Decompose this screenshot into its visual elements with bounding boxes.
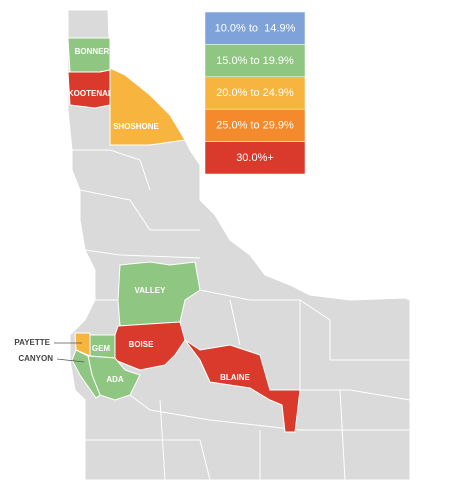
county-label: SHOSHONE [113,122,159,131]
county-label: GEM [92,344,111,353]
county [114,321,186,371]
county-label: KOOTENAI [68,89,110,98]
county-label: ADA [106,375,124,384]
county [184,339,301,433]
county [117,261,201,327]
county [109,67,186,146]
county [71,349,101,399]
county-label: VALLEY [135,286,167,295]
legend-swatch [204,108,306,142]
leader-line [56,358,85,363]
legend-swatch [204,76,306,110]
legend-label: 10.0% to 14.9% [215,22,296,34]
county-label: BOISE [129,340,155,349]
legend-swatch [204,141,306,175]
county-labels: BONNER KOOTENAI SHOSHONE VALLEY BOISE BLAINE G… [14,47,250,384]
legend-label: 30.0%+ [236,152,274,164]
legend: 10.0% to 14.9% 15.0% to 19.9% 20.0% to 24.… [204,11,306,175]
legend-swatch [204,44,306,78]
county-label: BLAINE [220,373,250,382]
counties [67,37,301,433]
county-borders [68,37,411,481]
legend-label: 20.0% to 24.9% [216,87,294,99]
county-label: PAYETTE [14,338,50,347]
legend-label: 25.0% to 29.9% [216,120,294,132]
county-label: BONNER [75,47,110,56]
legend-swatch [204,11,306,45]
county-label: CANYON [18,354,53,363]
legend-label: 15.0% to 19.9% [216,55,294,67]
